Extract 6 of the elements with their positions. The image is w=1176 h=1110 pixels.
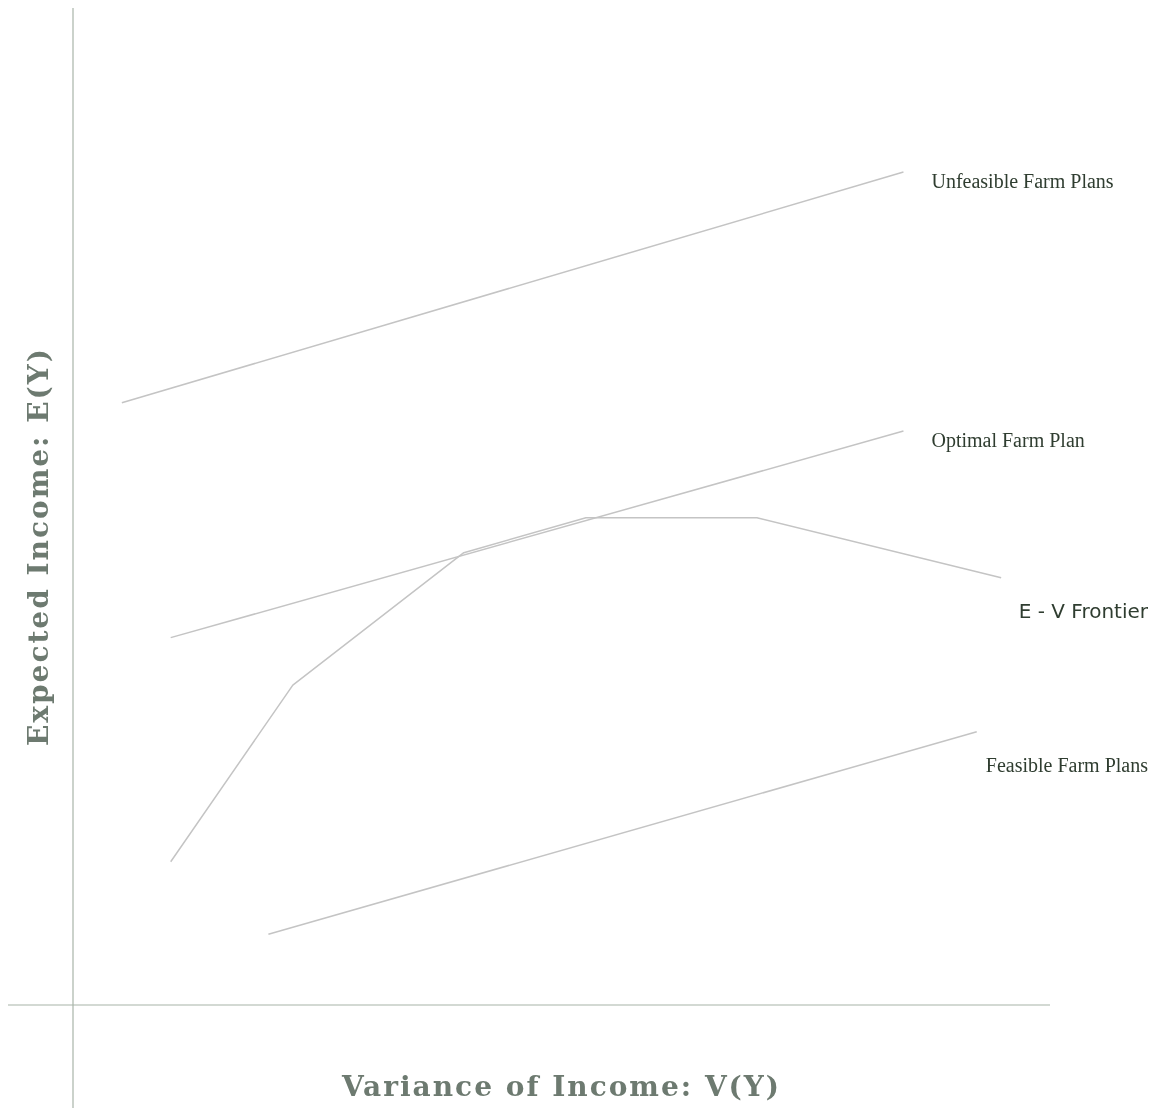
series-label: E - V Frontier — [1018, 598, 1149, 623]
series-label: Optimal Farm Plan — [931, 429, 1085, 453]
series-label: Feasible Farm Plans — [985, 753, 1149, 776]
series-label: Unfeasible Farm Plans — [931, 170, 1114, 192]
y-axis-title: Expected Income: E(Y) — [22, 346, 55, 747]
x-axis-title: Variance of Income: V(Y) — [340, 1070, 782, 1103]
